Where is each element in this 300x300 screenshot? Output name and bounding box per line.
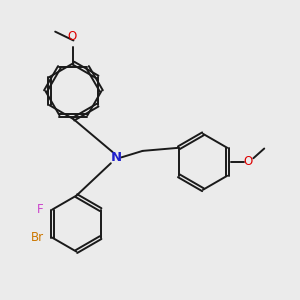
Text: O: O: [67, 30, 76, 44]
Text: F: F: [37, 203, 44, 216]
Text: Br: Br: [31, 231, 44, 244]
Text: N: N: [111, 151, 122, 164]
Text: O: O: [243, 155, 253, 168]
